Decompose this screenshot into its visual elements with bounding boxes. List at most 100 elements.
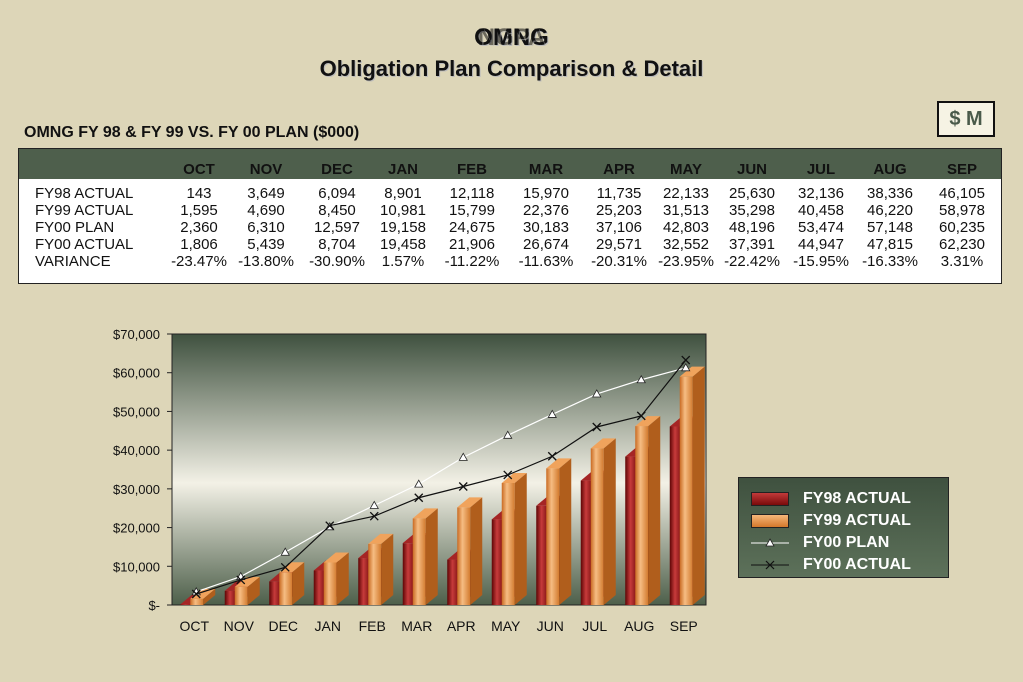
table-cell: 1.57%: [381, 253, 425, 270]
table-cell: 19,458: [380, 236, 426, 253]
bar-fy98-front: [269, 581, 283, 605]
fy00-actual-point: [458, 482, 468, 491]
fy00-actual-point-stroke-b: [369, 511, 379, 521]
fy00-plan-point: [369, 500, 379, 509]
fy00-actual-point: [236, 575, 246, 585]
table-cell: 15,799: [449, 202, 495, 219]
table-cell: 57,148: [867, 219, 913, 236]
bar-fy99-front: [546, 468, 560, 605]
table-cell: 1,806: [180, 236, 218, 253]
table-cell: -23.95%: [658, 253, 714, 270]
x-tick-label: JUN: [537, 618, 564, 634]
fy00-actual-point-stroke-b: [547, 451, 557, 461]
bar-fy99-top: [190, 588, 216, 599]
y-tick-label: $30,000: [113, 482, 160, 497]
fy00-actual-point-stroke-b: [325, 521, 335, 531]
table-cell: 3,649: [247, 185, 285, 202]
bar-fy99-side: [203, 588, 216, 605]
title-block: OMNG NGPA Obligation Plan Comparison & D…: [0, 24, 1023, 82]
bar-fy99-side: [292, 562, 305, 605]
bar-fy99: [368, 533, 394, 605]
bar-fy98-front: [313, 570, 327, 605]
bar-fy99-front: [323, 562, 337, 605]
table-cell: -23.47%: [171, 253, 227, 270]
column-header-may: MAY: [670, 161, 702, 178]
bar-fy99-top: [234, 576, 260, 587]
table-cell: 143: [186, 185, 212, 202]
table-cell: 48,196: [729, 219, 775, 236]
units-badge: $ M: [937, 101, 995, 137]
legend-item-fy00-plan: FY00 PLAN: [751, 533, 889, 553]
bar-fy99-top: [368, 533, 394, 544]
y-tick-label: $50,000: [113, 404, 160, 419]
table-cell: 25,203: [596, 202, 642, 219]
table-cell: 25,630: [729, 185, 775, 202]
table-cell: 40,458: [798, 202, 844, 219]
column-header-aug: AUG: [873, 161, 907, 178]
row-label: FY98 ACTUAL: [35, 185, 134, 202]
legend-line-fy00-actual: [751, 560, 789, 570]
bar-fy99-front: [457, 507, 471, 605]
bar-fy98-front: [491, 519, 505, 605]
x-tick-label: JAN: [315, 618, 341, 634]
table-cell: 8,450: [318, 202, 356, 219]
table-cell: 32,552: [663, 236, 709, 253]
fy00-plan-point: [414, 479, 424, 488]
bar-fy99: [635, 416, 661, 605]
bar-fy98-front: [669, 426, 683, 605]
bar-fy99-front: [368, 543, 382, 605]
table-cell: 42,803: [663, 219, 709, 236]
x-tick-label: OCT: [179, 618, 209, 634]
x-tick-label: MAY: [491, 618, 521, 634]
table-cell: 1,595: [180, 202, 218, 219]
fy00-actual-point: [369, 511, 379, 521]
fy00-actual-point-stroke-b: [503, 470, 513, 480]
x-tick-label: FEB: [359, 618, 386, 634]
bar-fy99-front: [635, 426, 649, 605]
legend-line-fy00-plan: [751, 538, 789, 547]
fy00-actual-point: [681, 355, 691, 365]
legend-label-fy00-actual: FY00 ACTUAL: [803, 556, 911, 573]
fy00-actual-point: [592, 422, 602, 432]
bar-fy99: [546, 458, 572, 605]
table-cell: 12,118: [449, 185, 495, 202]
column-header-jan: JAN: [387, 161, 419, 178]
bar-fy99-top: [635, 416, 661, 427]
legend-label-fy98: FY98 ACTUAL: [803, 490, 911, 507]
fy00-actual-point: [636, 411, 646, 421]
table-cell: 32,136: [798, 185, 844, 202]
table-cell: -15.95%: [793, 253, 849, 270]
legend-item-fy99: FY99 ACTUAL: [751, 511, 911, 531]
title-front: NGPA: [477, 24, 546, 51]
column-header-mar: MAR: [528, 161, 564, 178]
legend-item-fy98: FY98 ACTUAL: [751, 489, 911, 509]
column-header-apr: APR: [603, 161, 635, 178]
row-label: FY99 ACTUAL: [35, 202, 134, 219]
bar-fy99-side: [381, 533, 394, 605]
bar-fy99-side: [425, 508, 438, 605]
page-subtitle: Obligation Plan Comparison & Detail: [319, 56, 704, 81]
table-cell: -20.31%: [591, 253, 647, 270]
fy00-actual-point: [503, 470, 513, 480]
legend-item-fy00-actual: FY00 ACTUAL: [751, 555, 911, 575]
table-cell: 22,133: [663, 185, 709, 202]
fy00-actual-point-stroke-b: [636, 411, 646, 421]
row-label: VARIANCE: [35, 253, 111, 270]
bar-fy99: [679, 366, 705, 605]
table-cell: 37,106: [596, 219, 642, 236]
x-tick-label: JUL: [582, 618, 607, 634]
column-header-dec: DEC: [321, 161, 353, 178]
chart-legend: FY98 ACTUAL FY99 ACTUAL FY00 PLAN FY00 A…: [738, 477, 949, 578]
table-cell: -11.22%: [444, 253, 500, 270]
table-cell: 8,704: [318, 236, 356, 253]
bar-fy99-front: [190, 598, 204, 605]
bar-fy98-front: [447, 559, 461, 605]
title-back: OMNG: [474, 24, 549, 51]
bar-fy99-side: [648, 416, 661, 605]
table-cell: 22,376: [523, 202, 569, 219]
table-cell: 6,310: [247, 219, 285, 236]
fy00-plan-line: [196, 367, 686, 593]
table-cell: 8,901: [384, 185, 422, 202]
column-header-oct: OCT: [183, 161, 215, 178]
